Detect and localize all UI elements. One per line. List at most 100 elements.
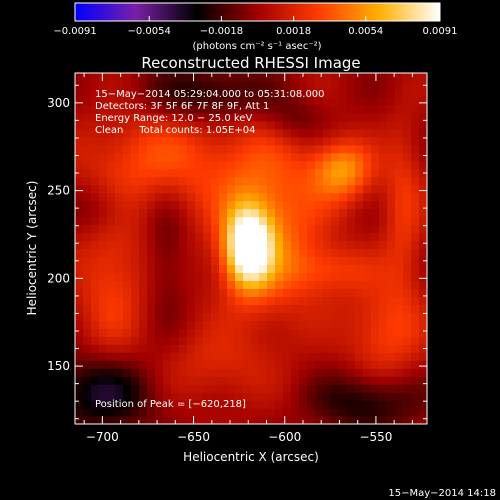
heatmap-cell (155, 80, 164, 90)
heatmap-cell (235, 112, 244, 122)
heatmap-cell (203, 104, 212, 114)
heatmap-cell (91, 272, 100, 282)
heatmap-cell (75, 280, 84, 289)
heatmap-cell (347, 360, 356, 369)
heatmap-cell (107, 384, 116, 393)
heatmap-cell (371, 416, 380, 424)
heatmap-cell (171, 192, 180, 202)
heatmap-cell (291, 264, 300, 274)
heatmap-cell (139, 73, 148, 82)
heatmap-cell (299, 384, 308, 393)
heatmap-cell (115, 224, 124, 234)
heatmap-cell (115, 184, 124, 194)
heatmap-cell (227, 296, 236, 305)
heatmap-cell (227, 104, 236, 114)
heatmap-cell (163, 144, 172, 154)
x-tick-label: −700 (86, 430, 119, 444)
heatmap-cell (99, 208, 108, 218)
heatmap-cell (131, 336, 140, 345)
heatmap-cell (163, 224, 172, 234)
heatmap-cell (107, 312, 116, 321)
heatmap-cell (267, 320, 276, 329)
heatmap-cell (419, 136, 427, 146)
heatmap-cell (331, 280, 340, 289)
heatmap-cell (243, 176, 252, 186)
colorbar-ticks: −0.0091 −0.0054 −0.0018 0.0018 0.0054 0.0091 (53, 16, 458, 37)
heatmap-cell (291, 200, 300, 210)
heatmap-cell (131, 232, 140, 242)
heatmap-cell (99, 136, 108, 146)
heatmap-cell (331, 88, 340, 98)
heatmap-cell (155, 192, 164, 202)
heatmap-cell (291, 232, 300, 242)
heatmap-cell (171, 264, 180, 274)
heatmap-cell (291, 192, 300, 202)
heatmap-cell (123, 176, 132, 186)
heatmap-cell (179, 344, 188, 353)
heatmap-cell (131, 200, 140, 210)
heatmap-cell (403, 400, 412, 409)
heatmap-cell (283, 112, 292, 122)
heatmap-cell (363, 400, 372, 409)
heatmap-cell (411, 264, 420, 274)
heatmap-cell (419, 248, 427, 258)
heatmap-cell (147, 80, 156, 90)
heatmap-cell (267, 288, 276, 297)
heatmap-cell (259, 184, 268, 194)
heatmap-cell (195, 344, 204, 353)
heatmap-cell (91, 296, 100, 305)
heatmap-cell (99, 104, 108, 114)
heatmap-cell (171, 136, 180, 146)
colorbar-tick-label: 0.0018 (276, 26, 311, 37)
heatmap-cell (235, 144, 244, 154)
heatmap-cell (235, 280, 244, 289)
heatmap-cell (275, 352, 284, 361)
heatmap-cell (339, 80, 348, 90)
heatmap-cell (347, 336, 356, 345)
heatmap-cell (163, 208, 172, 218)
heatmap-cell (147, 384, 156, 393)
heatmap-cell (179, 288, 188, 297)
heatmap-cell (219, 400, 228, 409)
heatmap-cell (267, 408, 276, 417)
heatmap-cell (323, 80, 332, 90)
heatmap-cell (227, 344, 236, 353)
heatmap-cell (395, 272, 404, 282)
heatmap-cell (315, 416, 324, 424)
heatmap-cell (379, 160, 388, 170)
heatmap-cell (403, 248, 412, 258)
heatmap-cell (251, 336, 260, 345)
heatmap-cell (75, 152, 84, 162)
heatmap-cell (395, 312, 404, 321)
heatmap-cell (211, 160, 220, 170)
heatmap-cell (75, 272, 84, 282)
heatmap-cell (331, 73, 340, 82)
heatmap-cell (299, 88, 308, 98)
heatmap-cell (203, 328, 212, 337)
heatmap-cell (75, 176, 84, 186)
heatmap-cell (243, 232, 252, 242)
heatmap-cell (75, 120, 84, 130)
heatmap-cell (363, 160, 372, 170)
heatmap-cell (75, 240, 84, 250)
heatmap-cell (347, 192, 356, 202)
heatmap-cell (107, 248, 116, 258)
heatmap-cell (371, 104, 380, 114)
heatmap-cell (195, 192, 204, 202)
heatmap-cell (115, 120, 124, 130)
heatmap-cell (395, 416, 404, 424)
heatmap-cell (179, 296, 188, 305)
heatmap-cell (355, 192, 364, 202)
heatmap-cell (243, 128, 252, 138)
heatmap-cell (227, 328, 236, 337)
heatmap-cell (243, 192, 252, 202)
heatmap-cell (235, 272, 244, 282)
heatmap-cell (107, 264, 116, 274)
heatmap-cell (235, 160, 244, 170)
heatmap-cell (307, 184, 316, 194)
heatmap-cell (395, 384, 404, 393)
heatmap-cell (235, 200, 244, 210)
heatmap-cell (323, 128, 332, 138)
heatmap-cell (315, 184, 324, 194)
heatmap-cell (83, 312, 92, 321)
